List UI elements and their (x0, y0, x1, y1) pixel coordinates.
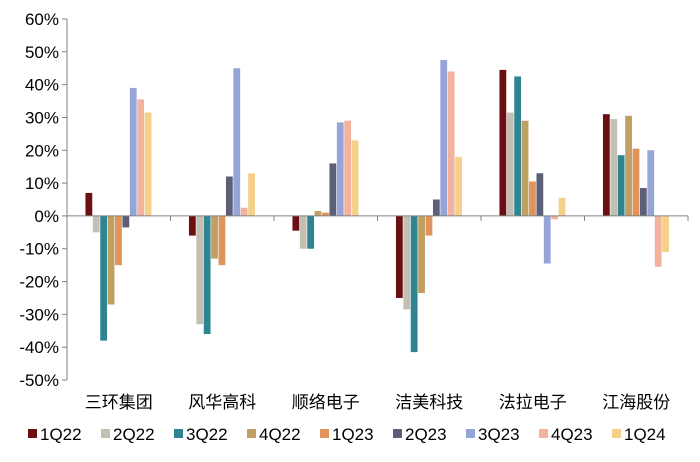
y-tick-label: -30% (19, 305, 59, 324)
bar-1Q23-0 (115, 215, 122, 266)
bar-2Q22-0 (92, 215, 100, 233)
bar-3Q22-1 (203, 215, 211, 335)
bar-4Q22-1 (211, 215, 218, 259)
category-label: 顺络电子 (292, 393, 360, 413)
legend-swatch-4Q23 (539, 429, 548, 438)
bar-1Q22-1 (188, 215, 196, 236)
y-tick-label: -20% (19, 273, 59, 292)
legend-swatch-2Q23 (393, 429, 402, 438)
legend-swatch-3Q22 (174, 429, 183, 438)
bar-2Q23-2 (329, 163, 337, 216)
y-tick-label: 30% (25, 108, 59, 127)
bar-1Q24-3 (455, 156, 462, 216)
bar-1Q22-4 (499, 69, 507, 216)
bar-2Q22-1 (196, 215, 204, 325)
bar-4Q23-4 (551, 215, 559, 220)
y-tick-label: 60% (25, 10, 59, 29)
category-label: 洁美科技 (395, 393, 463, 413)
legend-label-1Q24: 1Q24 (624, 425, 666, 444)
y-tick-label: -10% (19, 240, 59, 259)
legend-swatch-4Q22 (247, 429, 256, 438)
legend-label-4Q23: 4Q23 (551, 425, 593, 444)
bar-3Q23-0 (129, 87, 137, 216)
bar-2Q22-5 (610, 119, 618, 216)
bar-1Q23-4 (529, 181, 536, 216)
bar-2Q23-0 (122, 215, 130, 228)
legend-label-1Q23: 1Q23 (332, 425, 374, 444)
bar-4Q22-5 (625, 115, 632, 216)
y-tick-label: 0% (34, 207, 59, 226)
y-tick-label: -40% (19, 338, 59, 357)
category-label: 江海股份 (602, 393, 670, 413)
bar-2Q22-4 (506, 112, 514, 216)
legend-swatch-1Q22 (28, 429, 37, 438)
bar-4Q23-1 (240, 207, 248, 216)
bar-3Q22-0 (100, 215, 108, 341)
bar-4Q23-0 (137, 99, 145, 216)
legend-swatch-2Q22 (101, 429, 110, 438)
legend-swatch-1Q23 (320, 429, 329, 438)
bar-1Q23-1 (218, 215, 226, 266)
bar-1Q22-0 (85, 192, 93, 216)
bar-4Q23-2 (344, 120, 352, 216)
y-tick-label: -50% (19, 371, 59, 390)
bar-2Q22-3 (403, 215, 411, 310)
bar-2Q23-4 (536, 173, 544, 216)
bar-2Q23-1 (225, 176, 233, 216)
y-tick-label: 50% (25, 43, 59, 62)
legend-swatch-3Q23 (466, 429, 475, 438)
bar-2Q23-3 (432, 199, 440, 216)
bar-1Q24-1 (248, 173, 255, 216)
legend-label-4Q22: 4Q22 (259, 425, 301, 444)
legend-label-3Q22: 3Q22 (186, 425, 228, 444)
bar-1Q23-5 (632, 148, 640, 216)
bar-4Q22-0 (107, 215, 115, 305)
bar-1Q24-0 (144, 112, 152, 216)
bar-3Q22-4 (514, 76, 522, 216)
legend-label-1Q22: 1Q22 (40, 425, 82, 444)
bar-1Q24-5 (662, 215, 669, 253)
bar-4Q22-3 (418, 215, 425, 294)
bar-4Q23-5 (654, 215, 662, 267)
bar-1Q23-3 (425, 215, 433, 236)
bar-3Q23-3 (440, 60, 448, 216)
bar-1Q22-3 (395, 215, 403, 298)
legend-label-2Q23: 2Q23 (405, 425, 447, 444)
bar-1Q22-5 (602, 114, 610, 216)
bar-1Q24-2 (351, 140, 359, 216)
bar-3Q22-2 (307, 215, 315, 249)
bar-3Q22-5 (617, 155, 625, 216)
bar-1Q22-2 (292, 215, 300, 231)
bar-3Q23-1 (233, 68, 241, 216)
category-label: 风华高科 (188, 393, 256, 413)
bar-3Q23-2 (336, 122, 344, 216)
bar-4Q23-3 (447, 71, 455, 216)
bar-4Q22-2 (314, 210, 322, 216)
y-tick-label: 10% (25, 174, 59, 193)
y-tick-label: 40% (25, 76, 59, 95)
legend-label-3Q23: 3Q23 (478, 425, 520, 444)
y-tick-label: 20% (25, 141, 59, 160)
bar-3Q23-5 (647, 150, 655, 216)
bar-3Q22-3 (410, 215, 418, 353)
bar-2Q22-2 (299, 215, 307, 249)
bar-3Q23-4 (543, 215, 551, 264)
bar-1Q23-2 (322, 212, 329, 216)
bar-4Q22-4 (521, 120, 529, 216)
category-label: 三环集团 (85, 393, 153, 413)
category-label: 法拉电子 (499, 393, 567, 413)
legend-label-2Q22: 2Q22 (113, 425, 155, 444)
bar-1Q24-4 (558, 197, 566, 216)
bar-2Q23-5 (639, 188, 647, 216)
legend-swatch-1Q24 (612, 429, 621, 438)
